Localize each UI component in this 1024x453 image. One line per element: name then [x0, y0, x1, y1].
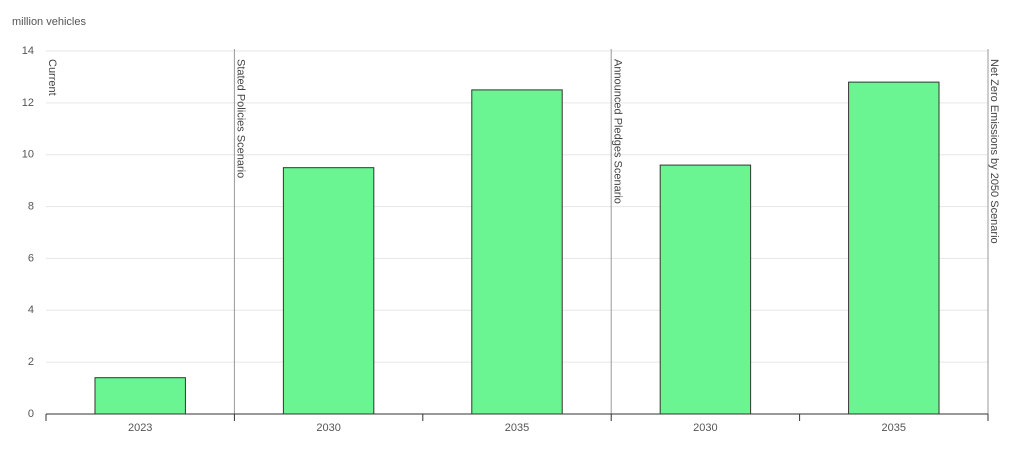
y-tick-label: 14: [22, 45, 34, 57]
x-tick-label: 2023: [128, 422, 152, 434]
y-tick-label: 8: [28, 200, 34, 212]
y-tick-label: 6: [28, 252, 34, 264]
y-tick-label: 10: [22, 149, 34, 161]
x-tick-label: 2030: [316, 422, 340, 434]
bar: [94, 377, 186, 415]
y-tick-label: 2: [28, 356, 34, 368]
x-tick-label: 2030: [693, 422, 717, 434]
bar: [848, 81, 940, 415]
scenario-label: Stated Policies Scenario: [234, 59, 246, 178]
bar: [471, 89, 563, 415]
y-axis-label: million vehicles: [12, 16, 86, 28]
bar: [659, 164, 752, 415]
scenario-label: Announced Pledges Scenario: [611, 59, 623, 204]
bar: [282, 167, 375, 415]
y-tick-label: 12: [22, 97, 34, 109]
y-tick-label: 0: [28, 408, 34, 420]
x-tick-label: 2035: [505, 422, 529, 434]
scenario-label: Current: [46, 59, 58, 96]
scenario-label: Net Zero Emissions by 2050 Scenario: [988, 59, 1000, 244]
y-tick-label: 4: [28, 304, 34, 316]
x-tick-label: 2035: [882, 422, 906, 434]
